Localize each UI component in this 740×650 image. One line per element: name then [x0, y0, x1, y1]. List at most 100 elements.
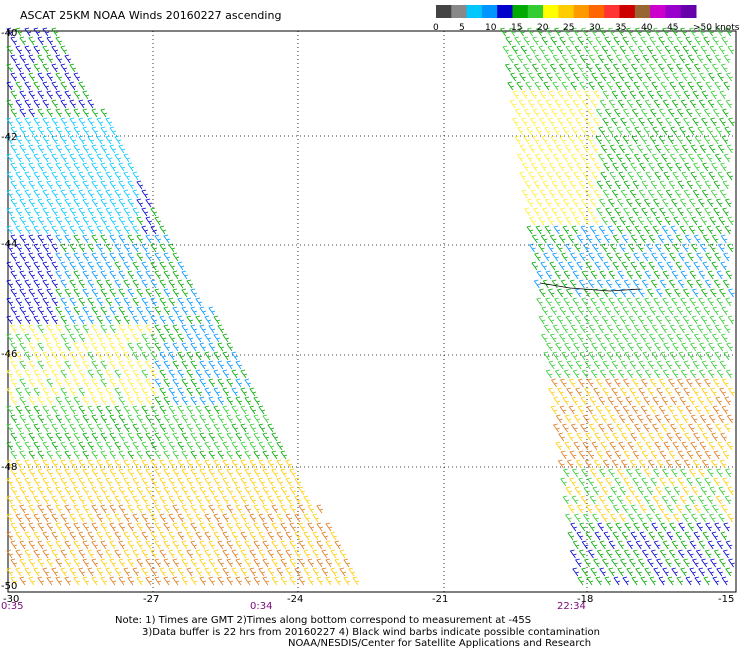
wind-barb — [595, 405, 603, 415]
wind-barb — [244, 522, 252, 532]
wind-barb — [105, 513, 113, 523]
wind-barb — [208, 432, 216, 442]
wind-barb — [325, 558, 333, 568]
wind-barb — [127, 414, 135, 424]
wind-barb — [526, 198, 534, 208]
legend-label: 30 — [589, 23, 601, 33]
wind-barb — [181, 450, 189, 460]
contaminated-barbs — [539, 282, 641, 292]
legend-label: 45 — [667, 23, 678, 33]
legend-label: >50 knots — [693, 23, 740, 33]
wind-barb — [141, 369, 149, 379]
wind-barb — [24, 315, 32, 325]
wind-barb — [607, 198, 615, 208]
wind-barb — [19, 216, 27, 226]
wind-barb — [720, 63, 728, 73]
wind-barb — [658, 405, 666, 415]
wind-barb — [619, 315, 627, 325]
wind-barb — [687, 324, 695, 334]
wind-barb — [105, 171, 113, 181]
wind-barb — [46, 504, 54, 514]
wind-barb — [145, 486, 153, 496]
wind-barb — [15, 117, 23, 127]
wind-barb — [609, 243, 617, 253]
wind-barb — [629, 360, 637, 370]
wind-barb — [253, 576, 261, 586]
wind-barb — [612, 531, 620, 541]
wind-barb — [78, 207, 86, 217]
wind-barb — [172, 288, 180, 298]
wind-barb — [651, 252, 658, 262]
wind-barb — [651, 324, 659, 334]
wind-barb — [204, 549, 212, 559]
wind-barb — [625, 126, 633, 136]
wind-barb — [46, 576, 54, 586]
wind-barb — [591, 342, 598, 352]
wind-barb — [6, 423, 14, 433]
wind-barb — [527, 27, 534, 37]
wind-barb — [559, 405, 567, 415]
legend-swatch — [634, 5, 651, 18]
wind-barb — [610, 486, 618, 496]
wind-barb — [73, 522, 81, 532]
wind-barb — [28, 342, 36, 352]
wind-barb — [611, 90, 619, 100]
wind-barb — [181, 342, 189, 352]
wind-barb — [536, 99, 544, 109]
wind-barb — [656, 90, 664, 100]
wind-barb — [244, 540, 252, 550]
wind-barb — [87, 477, 95, 487]
wind-barb — [535, 225, 543, 235]
wind-barb — [706, 126, 714, 136]
wind-barb — [609, 342, 616, 352]
wind-barb — [222, 369, 230, 379]
wind-barb — [721, 36, 728, 46]
wind-barb — [696, 324, 704, 334]
wind-barb — [545, 99, 553, 109]
wind-barb — [150, 405, 158, 415]
wind-barb — [6, 81, 14, 91]
wind-barb — [159, 495, 167, 505]
wind-barb — [726, 72, 733, 82]
wind-barb — [109, 450, 117, 460]
wind-barb — [55, 126, 63, 136]
wind-barb — [708, 72, 715, 82]
wind-barb — [55, 540, 63, 550]
wind-barb — [118, 486, 126, 496]
wind-barb — [150, 531, 158, 541]
wind-barb — [724, 126, 732, 136]
wind-barb — [599, 567, 606, 577]
wind-barb — [721, 135, 729, 145]
wind-barb — [226, 414, 234, 424]
wind-barb — [696, 252, 703, 262]
wind-barb — [163, 576, 171, 586]
wind-barb — [694, 135, 702, 145]
wind-barb — [630, 162, 637, 172]
wind-barb — [15, 243, 23, 253]
wind-barb — [543, 153, 551, 163]
wind-barb — [507, 54, 515, 64]
wind-barb — [136, 432, 144, 442]
wind-barb — [82, 180, 90, 190]
wind-barb — [709, 216, 717, 226]
wind-barb — [559, 378, 567, 388]
wind-barb — [24, 459, 32, 469]
wind-barb — [607, 495, 615, 505]
wind-barb — [37, 360, 45, 370]
wind-barb — [60, 63, 68, 73]
wind-barb — [708, 144, 716, 154]
wind-barb — [127, 540, 135, 550]
wind-barb — [46, 450, 54, 460]
wind-barb — [701, 459, 709, 469]
wind-barb — [561, 351, 569, 361]
wind-barb — [46, 36, 54, 46]
wind-barb — [690, 243, 698, 253]
wind-barb — [550, 405, 558, 415]
wind-barb — [628, 216, 636, 226]
wind-barb — [563, 297, 570, 307]
wind-barb — [579, 54, 587, 64]
wind-barb — [630, 63, 638, 73]
wind-barb — [648, 531, 656, 541]
wind-barb — [181, 378, 189, 388]
wind-barb — [591, 441, 599, 451]
